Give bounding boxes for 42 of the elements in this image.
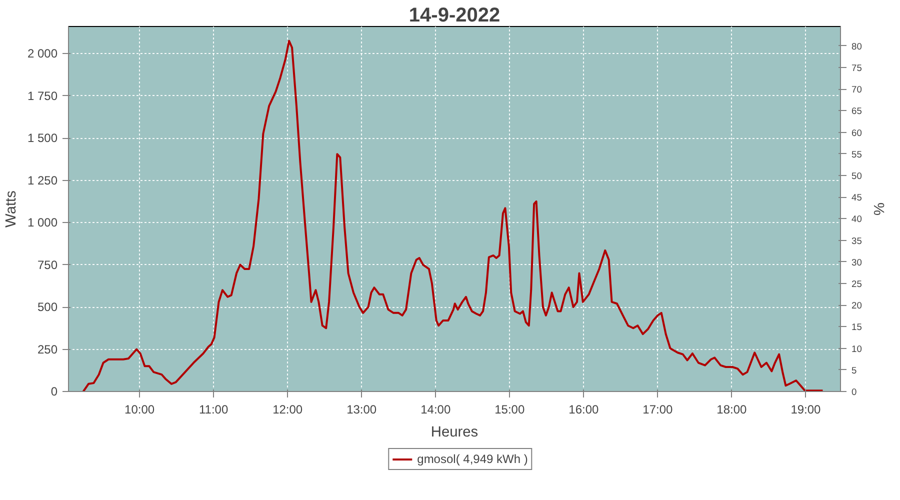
y-tick-label: 1 500: [27, 131, 58, 146]
y2-axis-title: %: [870, 202, 886, 216]
x-tick-label: 10:00: [124, 402, 155, 416]
chart-title: 14-9-2022: [408, 4, 500, 26]
y-tick-label: 1 250: [27, 173, 58, 188]
y-tick-label: 1 750: [27, 88, 58, 103]
y2-tick-label: 60: [852, 128, 862, 138]
y2-tick-label: 75: [852, 63, 862, 74]
y2-tick-label: 70: [852, 84, 862, 95]
y2-tick-label: 15: [852, 322, 862, 332]
y-tick-label: 750: [37, 258, 58, 272]
x-tick-label: 14:00: [420, 402, 451, 416]
y2-tick-label: 20: [852, 300, 862, 311]
y2-tick-label: 50: [852, 171, 862, 182]
x-tick-label: 19:00: [790, 402, 822, 416]
x-tick-label: 15:00: [494, 402, 525, 416]
y2-tick-label: 55: [852, 149, 862, 160]
y-tick-label: 1 000: [27, 216, 58, 230]
y2-tick-label: 10: [852, 344, 862, 354]
y-tick-label: 500: [37, 300, 58, 314]
x-tick-label: 12:00: [272, 402, 303, 416]
y2-tick-label: 25: [852, 279, 862, 290]
y-tick-label: 0: [50, 384, 58, 398]
y-axis-title: Watts: [3, 190, 20, 228]
y2-tick-label: 5: [852, 365, 857, 376]
y-tick-label: 2 000: [27, 46, 58, 61]
y2-tick-label: 0: [852, 387, 857, 397]
y2-tick-label: 80: [852, 41, 862, 52]
y2-tick-label: 45: [852, 192, 862, 203]
y2-tick-label: 35: [852, 236, 862, 246]
x-tick-label: 13:00: [346, 402, 377, 416]
x-tick-label: 18:00: [716, 402, 748, 416]
y2-tick-label: 40: [852, 214, 862, 224]
y2-tick-label: 30: [852, 257, 862, 268]
line-series: [82, 40, 824, 392]
x-axis-title: Heures: [430, 424, 478, 440]
x-tick-label: 16:00: [568, 402, 599, 416]
x-tick-label: 17:00: [642, 402, 674, 416]
y2-tick-label: 65: [852, 106, 862, 116]
x-tick-label: 11:00: [199, 402, 228, 416]
legend-label: gmosol( 4,949 kWh ): [417, 452, 528, 466]
y-tick-label: 250: [37, 342, 58, 356]
